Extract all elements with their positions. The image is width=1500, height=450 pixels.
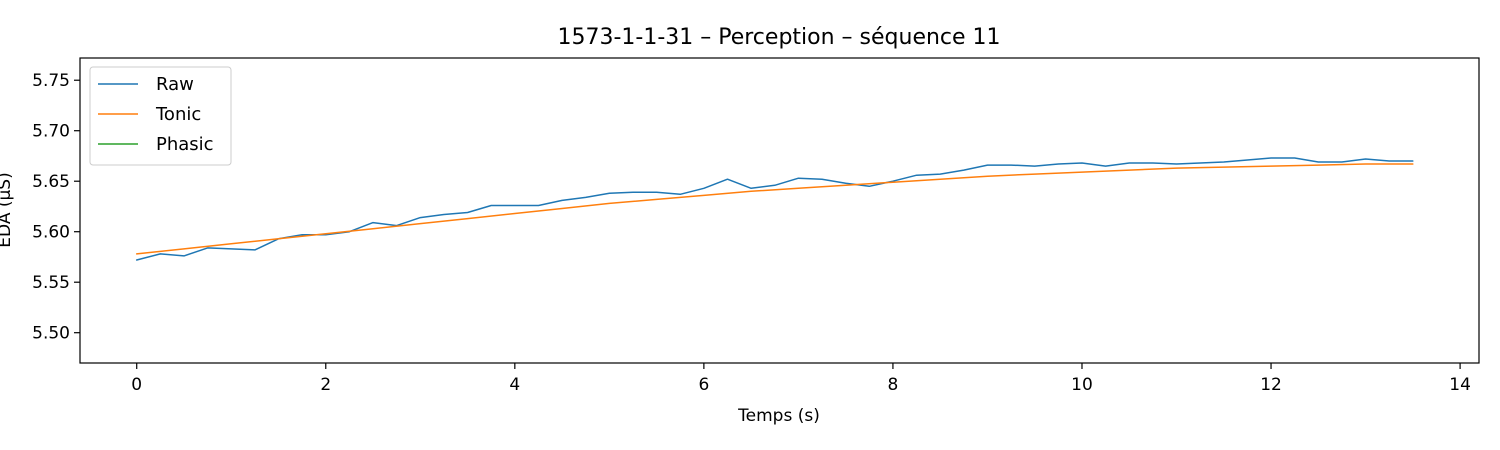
y-tick-label: 5.75 [32,71,70,91]
x-tick-label: 6 [698,375,709,395]
y-tick-label: 5.50 [32,324,70,344]
x-tick-label: 10 [1071,375,1093,395]
x-tick-label: 2 [320,375,331,395]
y-axis-ticks: 5.50 5.55 5.60 5.65 5.70 5.75 [32,71,80,344]
y-axis-label: EDA (µS) [0,172,15,247]
legend-box [89,66,232,166]
legend-label-phasic: Phasic [156,134,214,155]
y-tick-label: 5.60 [32,223,70,243]
series-line-tonic [135,163,1414,255]
x-tick-label: 12 [1260,375,1282,395]
y-tick-label: 5.70 [32,122,70,142]
legend-label-raw: Raw [156,74,194,95]
series-line-raw [135,157,1414,261]
x-tick-label: 4 [509,375,520,395]
chart-title: 1573-1-1-31 – Perception – séquence 11 [557,25,1000,50]
x-tick-label: 8 [888,375,899,395]
x-axis-ticks: 0 2 4 6 8 10 12 14 [131,363,1471,395]
x-axis-label: Temps (s) [737,406,820,426]
y-tick-label: 5.65 [32,172,70,192]
x-tick-label: 0 [131,375,142,395]
y-tick-label: 5.55 [32,273,70,293]
legend: Raw Tonic Phasic [89,66,232,166]
x-tick-label: 14 [1449,375,1471,395]
plot-frame [79,57,1480,364]
plot-lines [135,157,1414,261]
legend-label-tonic: Tonic [155,104,201,125]
